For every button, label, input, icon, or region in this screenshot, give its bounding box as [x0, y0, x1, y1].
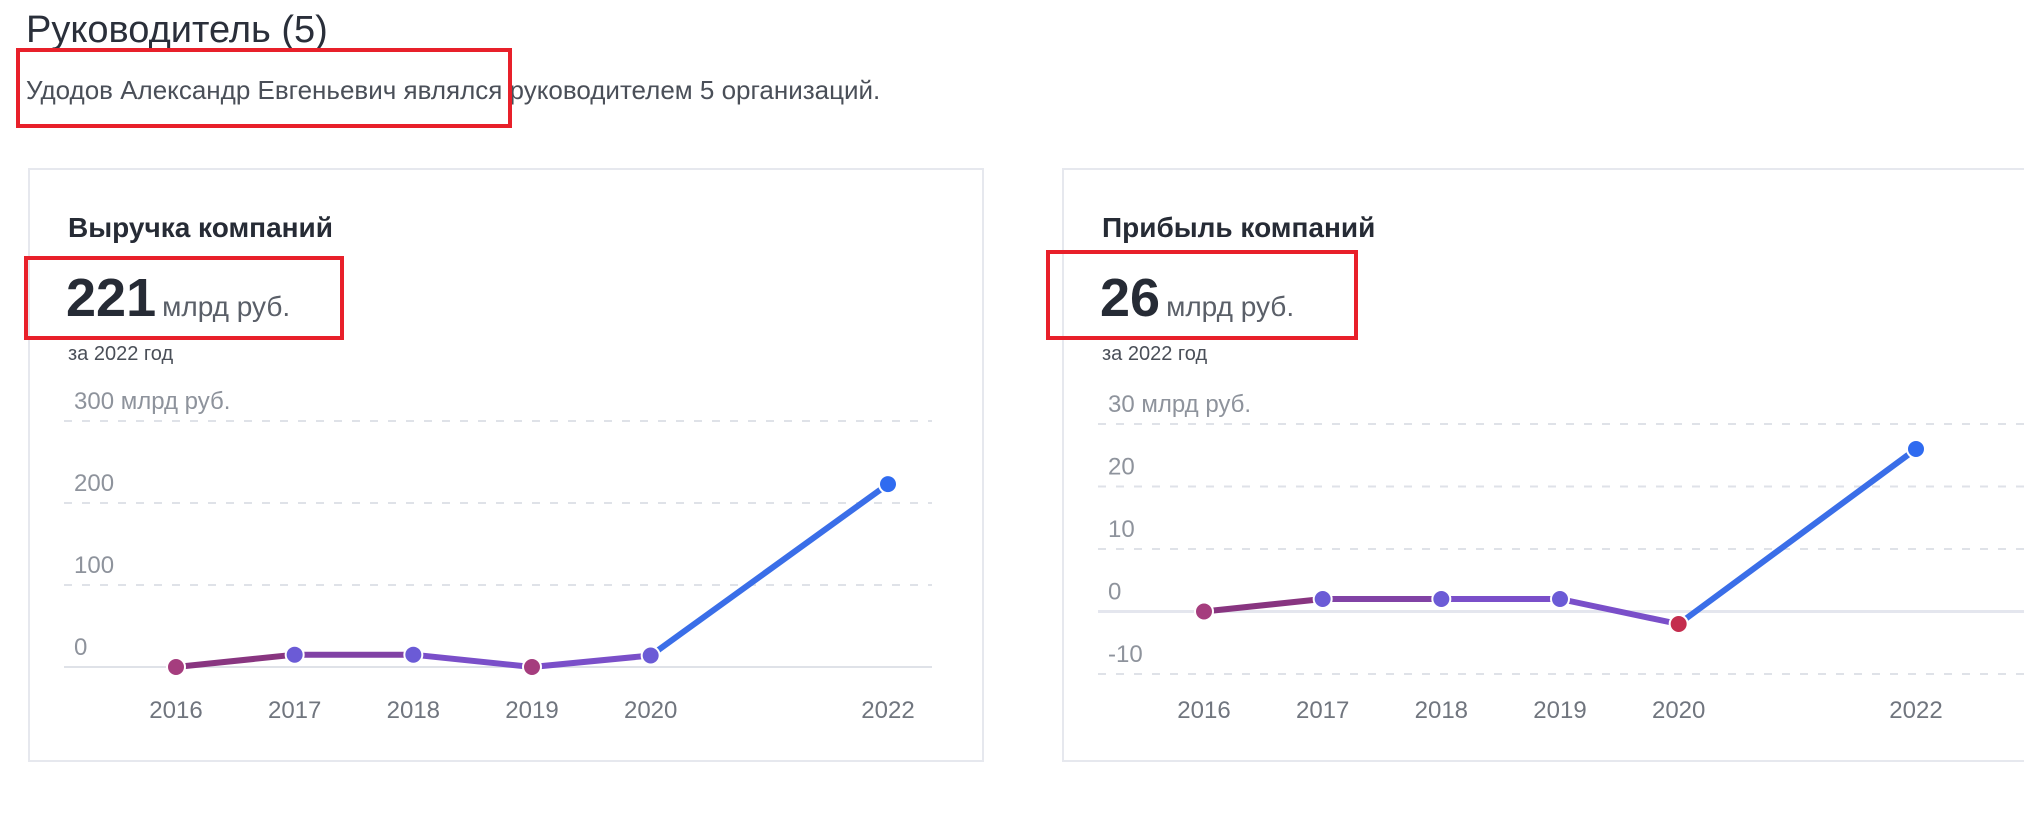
x-tick-label: 2020 — [1652, 697, 1705, 724]
data-point[interactable] — [1906, 439, 1926, 459]
series-line-segment — [529, 652, 654, 670]
profit-value: 26 — [1100, 268, 1161, 328]
y-tick-label: 0 — [74, 634, 87, 661]
data-point[interactable] — [1668, 614, 1689, 634]
profit-card[interactable]: Прибыль компаний 26 млрд руб. за 2022 год… — [1062, 168, 2024, 762]
x-tick-label: 2018 — [387, 697, 440, 724]
y-tick-label: 20 — [1108, 454, 1135, 481]
x-tick-label: 2017 — [1296, 697, 1349, 724]
profit-card-title: Прибыль компаний — [1102, 212, 1376, 243]
section-subtitle: Удодов Александр Евгеньевич являлся руко… — [26, 75, 881, 105]
series-line-segment — [410, 651, 535, 670]
x-tick-label: 2019 — [1533, 697, 1586, 724]
data-point[interactable] — [403, 644, 424, 665]
y-tick-label: 10 — [1108, 516, 1135, 543]
data-point[interactable] — [166, 657, 186, 677]
x-tick-label: 2016 — [149, 697, 202, 724]
series-line-segment — [1201, 596, 1326, 615]
x-tick-label: 2019 — [505, 697, 558, 724]
y-tick-label: 30 млрд руб. — [1108, 391, 1251, 418]
series-line-segment — [173, 651, 298, 670]
series-line-segment — [647, 481, 891, 659]
data-point[interactable] — [1194, 601, 1214, 622]
series-line-segment — [1675, 446, 1919, 627]
y-tick-label: 300 млрд руб. — [74, 388, 230, 415]
revenue-card-title: Выручка компаний — [68, 212, 333, 243]
profit-value-row: 26 млрд руб. — [1100, 268, 1294, 342]
data-point[interactable] — [1550, 589, 1570, 609]
y-tick-label: 0 — [1108, 579, 1121, 606]
x-tick-label: 2018 — [1415, 697, 1468, 724]
revenue-chart: 0 100 200 300 млрд руб. 2016 2017 2018 2019 2020… — [64, 388, 932, 724]
series-line-segment — [1557, 596, 1682, 627]
x-tick-label: 2017 — [268, 697, 321, 724]
data-point[interactable] — [522, 657, 542, 677]
y-tick-label: 100 — [74, 552, 114, 579]
x-tick-label: 2016 — [1177, 697, 1230, 724]
data-point[interactable] — [878, 474, 898, 495]
revenue-period: за 2022 год — [68, 343, 174, 365]
x-tick-label: 2020 — [624, 697, 677, 724]
data-point[interactable] — [1312, 589, 1333, 609]
profit-period: за 2022 год — [1102, 343, 1208, 365]
data-point[interactable] — [284, 644, 305, 665]
profit-chart: -10 0 10 20 30 млрд руб. 2016 2017 2018 2019 2020… — [1098, 391, 2024, 724]
x-tick-label: 2022 — [861, 697, 914, 724]
data-point[interactable] — [640, 645, 661, 666]
y-tick-label: -10 — [1108, 641, 1143, 668]
revenue-unit: млрд руб. — [162, 291, 291, 322]
revenue-card[interactable]: Выручка компаний 221 млрд руб. за 2022 го… — [28, 168, 984, 762]
revenue-value: 221 — [66, 268, 157, 328]
profit-unit: млрд руб. — [1166, 291, 1295, 322]
y-tick-label: 200 — [74, 470, 114, 497]
x-tick-label: 2022 — [1889, 697, 1942, 724]
revenue-value-row: 221 млрд руб. — [66, 268, 290, 342]
section-title: Руководитель (5) — [26, 9, 328, 51]
data-point[interactable] — [1431, 589, 1452, 609]
